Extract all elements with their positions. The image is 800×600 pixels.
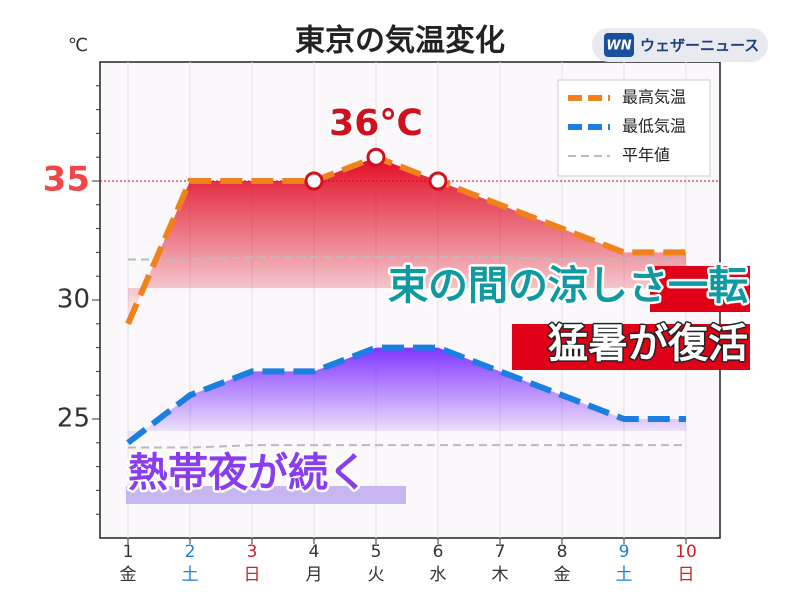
headline: 束の間の涼しさ一転: [388, 263, 748, 309]
legend-box: [557, 79, 711, 177]
legend-label: 最低気温: [622, 117, 686, 136]
headline-bg: [512, 324, 750, 370]
y-tick-label: 30: [57, 285, 90, 315]
normal-line: [128, 444, 686, 449]
x-tick-label: 4: [309, 542, 320, 562]
point-marker: [366, 147, 386, 167]
legend-label: 最高気温: [622, 88, 686, 107]
area: [128, 157, 686, 324]
x-weekday-label: 水: [430, 565, 447, 585]
x-tick-label: 9: [619, 542, 630, 562]
y-unit: ℃: [68, 35, 88, 56]
series-line: [125, 153, 686, 325]
x-weekday-label: 金: [554, 565, 571, 585]
x-weekday-label: 木: [492, 565, 509, 585]
headline: 熱帯夜が続く: [128, 450, 368, 496]
x-weekday-label: 日: [244, 565, 261, 585]
x-tick-label: 2: [185, 542, 196, 562]
x-weekday-label: 日: [678, 565, 695, 585]
brand-mark: WN: [606, 39, 631, 54]
x-weekday-label: 火: [368, 565, 385, 585]
point-marker: [304, 171, 324, 191]
brand-logo: [604, 33, 634, 57]
x-tick-label: 5: [371, 542, 382, 562]
brand-name: ウェザーニュース: [640, 37, 759, 55]
peak-label: 36℃: [329, 103, 423, 144]
headline: 猛暑が復活: [548, 321, 748, 367]
brand-badge: [592, 28, 768, 62]
x-tick-label: 3: [247, 542, 258, 562]
legend-label: 平年値: [622, 146, 670, 165]
chart-title: 東京の気温変化: [295, 24, 505, 59]
headline-bg: [126, 486, 406, 504]
x-tick-label: 8: [557, 542, 568, 562]
x-tick-label: 10: [675, 542, 697, 562]
point-marker: [428, 171, 448, 191]
y-tick-label: 25: [57, 404, 90, 434]
series-line: [126, 344, 686, 446]
x-tick-label: 6: [433, 542, 444, 562]
x-weekday-label: 土: [616, 565, 633, 585]
y-tick-label: 35: [43, 160, 90, 200]
x-tick-label: 1: [123, 542, 134, 562]
x-weekday-label: 土: [182, 565, 199, 585]
x-tick-label: 7: [495, 542, 506, 562]
x-weekday-label: 月: [306, 565, 323, 585]
x-weekday-label: 金: [120, 565, 137, 585]
headline-bg: [650, 266, 750, 312]
normal-line: [128, 256, 686, 261]
